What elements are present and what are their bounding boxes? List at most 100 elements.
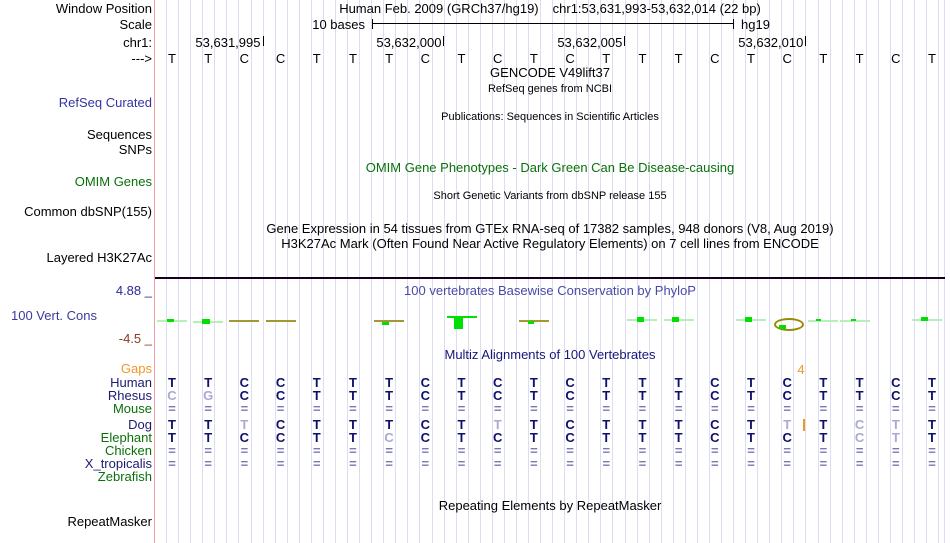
alignment-base: T — [168, 375, 176, 390]
conservation-mark — [381, 321, 389, 325]
track-label-chr1-[interactable]: chr1: — [123, 35, 152, 50]
species-label-gaps[interactable]: Gaps — [120, 361, 152, 376]
alignment-base: C — [275, 417, 286, 432]
alignment-base: C — [565, 430, 575, 445]
alignment-base: = — [783, 456, 792, 471]
track-label-scale[interactable]: Scale — [119, 17, 152, 32]
conservation-mark — [921, 317, 929, 321]
species-label-mouse[interactable]: Mouse — [112, 401, 152, 416]
alignment-base: = — [530, 456, 538, 471]
alignment-base: T — [638, 430, 647, 445]
track-title-3[interactable]: OMIM Gene Phenotypes - Dark Green Can Be… — [365, 160, 735, 175]
track-label-snps[interactable]: SNPs — [118, 142, 152, 157]
alignment-base: T — [747, 388, 756, 403]
track-label-layered-h3k27ac[interactable]: Layered H3K27Ac — [46, 250, 152, 265]
alignment-base: = — [602, 443, 611, 458]
species-label-human[interactable]: Human — [110, 375, 152, 390]
coordinate-tick — [443, 36, 445, 46]
track-label-4-88-[interactable]: 4.88 _ — [115, 283, 152, 298]
base-grid-line — [298, 0, 300, 543]
base-grid-line — [431, 0, 433, 543]
alignment-base: C — [710, 417, 720, 432]
track-title-7[interactable]: 100 vertebrates Basewise Conservation by… — [404, 283, 696, 298]
track-title-9[interactable]: Repeating Elements by RepeatMasker — [438, 498, 662, 513]
alignment-base: T — [457, 388, 466, 403]
alignment-base: C — [891, 375, 901, 390]
track-title-2[interactable]: Publications: Sequences in Scientific Ar… — [441, 111, 659, 123]
track-title-1[interactable]: RefSeq genes from NCBI — [487, 83, 613, 95]
scale-genome-label: hg19 — [741, 17, 770, 32]
species-label-x_tropicalis[interactable]: X_tropicalis — [84, 456, 152, 471]
alignment-base: T — [457, 375, 466, 390]
base-grid-line — [395, 0, 397, 543]
track-label-refseq-curated[interactable]: RefSeq Curated — [58, 95, 152, 110]
base-grid-line — [443, 0, 445, 543]
species-label-rhesus[interactable]: Rhesus — [107, 388, 152, 403]
base-grid-line — [600, 0, 602, 543]
alignment-base: C — [782, 430, 792, 445]
base-letter: T — [819, 51, 828, 66]
coordinate-label: 53,632,005 — [557, 35, 623, 50]
alignment-base: T — [819, 430, 828, 445]
track-label--4-5-[interactable]: -4.5 _ — [118, 331, 152, 346]
track-title-6[interactable]: H3K27Ac Mark (Often Found Near Active Re… — [281, 236, 819, 251]
base-grid-line — [769, 0, 771, 543]
alignment-base: = — [674, 443, 683, 458]
alignment-base: = — [349, 443, 357, 458]
track-title-5[interactable]: Gene Expression in 54 tissues from GTEx … — [266, 221, 834, 236]
alignment-base: = — [566, 456, 574, 471]
alignment-base: C — [420, 388, 431, 403]
track-label-100-vert-cons[interactable]: 100 Vert. Cons — [11, 308, 97, 323]
alignment-base: T — [240, 417, 249, 432]
base-grid-line — [552, 0, 554, 543]
track-title-0[interactable]: GENCODE V49lift37 — [490, 65, 610, 80]
conservation-mark — [166, 318, 174, 322]
base-grid-line — [347, 0, 348, 543]
track-label-common-dbsnp-155-[interactable]: Common dbSNP(155) — [24, 204, 152, 219]
conservation-bar — [808, 320, 839, 322]
alignment-base: T — [312, 375, 321, 390]
base-grid-line — [660, 0, 662, 543]
alignment-base: = — [530, 401, 538, 416]
base-grid-line — [322, 0, 324, 543]
species-label-chicken[interactable]: Chicken — [105, 443, 152, 458]
track-title-8[interactable]: Multiz Alignments of 100 Vertebrates — [444, 347, 656, 362]
alignment-base: T — [385, 417, 394, 432]
alignment-base: C — [239, 375, 250, 390]
alignment-base: = — [349, 456, 357, 471]
scale-label: 10 bases — [312, 17, 365, 32]
alignment-base: = — [783, 401, 792, 416]
track-label--[interactable]: ---> — [131, 51, 152, 66]
conservation-mark — [527, 320, 534, 324]
alignment-base: T — [928, 430, 936, 445]
species-label-zebrafish[interactable]: Zebrafish — [97, 469, 152, 484]
alignment-base: = — [276, 443, 285, 458]
base-grid-line — [696, 0, 698, 543]
conservation-mark — [744, 316, 752, 322]
track-label-repeatmasker[interactable]: RepeatMasker — [67, 514, 152, 529]
track-title-4[interactable]: Short Genetic Variants from dbSNP releas… — [433, 190, 667, 202]
alignment-base: C — [710, 375, 720, 390]
alignment-base: = — [638, 401, 647, 416]
species-label-elephant[interactable]: Elephant — [100, 430, 152, 445]
alignment-base: T — [855, 388, 864, 403]
alignment-base: = — [638, 456, 647, 471]
alignment-base: T — [529, 388, 538, 403]
alignment-base: C — [384, 430, 394, 445]
base-letter: T — [638, 51, 647, 66]
base-grid-line — [383, 0, 385, 543]
track-label-sequences[interactable]: Sequences — [86, 127, 152, 142]
base-letter: T — [529, 51, 538, 66]
alignment-base: = — [385, 401, 393, 416]
coordinate-label: 53,631,995 — [195, 35, 261, 50]
species-label-dog[interactable]: Dog — [128, 417, 152, 432]
track-label-window-position[interactable]: Window Position — [55, 1, 152, 16]
alignment-base: T — [312, 430, 321, 445]
alignment-base: = — [421, 401, 430, 416]
base-grid-line — [274, 0, 276, 543]
position-range: chr1:53,631,993-53,632,014 (22 bp) — [552, 1, 761, 16]
track-label-omim-genes[interactable]: OMIM Genes — [74, 174, 152, 189]
base-grid-line — [944, 0, 945, 543]
base-grid-line — [515, 0, 517, 543]
